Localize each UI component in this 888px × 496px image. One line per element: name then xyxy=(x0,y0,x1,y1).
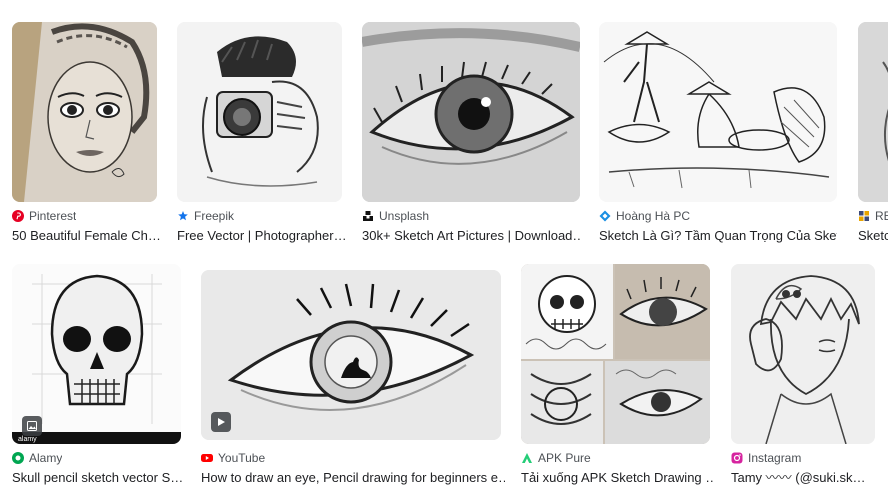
result-title[interactable]: Tamy 〰〰 (@suki.sk… xyxy=(731,470,866,485)
youtube-icon xyxy=(201,452,213,464)
result-source[interactable]: RE xyxy=(858,208,888,224)
result-title[interactable]: 50 Beautiful Female Ch… xyxy=(12,228,160,243)
result-thumbnail[interactable] xyxy=(858,22,888,202)
result-card-youtube[interactable]: YouTube How to draw an eye, Pencil drawi… xyxy=(197,264,509,490)
alamy-icon xyxy=(12,452,24,464)
result-card-hoangha[interactable]: Hoàng Hà PC Sketch Là Gì? Tầm Quan Trọng… xyxy=(595,22,841,248)
sketch-collage-illustration xyxy=(521,264,710,444)
generic-site-icon xyxy=(858,210,870,222)
result-title[interactable]: Sketc xyxy=(858,228,888,243)
eye-sketch-illustration xyxy=(362,22,580,202)
result-source[interactable]: Instagram xyxy=(731,450,801,466)
result-thumbnail[interactable] xyxy=(521,264,710,444)
play-badge[interactable] xyxy=(211,412,231,432)
result-source[interactable]: APK Pure xyxy=(521,450,591,466)
freepik-icon xyxy=(177,210,189,222)
result-card-pinterest[interactable]: Pinterest 50 Beautiful Female Ch… xyxy=(8,22,160,248)
female-sketch-illustration xyxy=(12,22,157,202)
result-title[interactable]: Sketch Là Gì? Tầm Quan Trọng Của Sket… xyxy=(599,228,837,243)
image-icon xyxy=(27,421,37,431)
hoangha-icon xyxy=(599,210,611,222)
unsplash-icon xyxy=(362,210,374,222)
result-title[interactable]: 30k+ Sketch Art Pictures | Download… xyxy=(362,228,582,243)
result-thumbnail[interactable] xyxy=(12,22,157,202)
image-badge xyxy=(22,416,42,436)
result-source[interactable]: Pinterest xyxy=(12,208,76,224)
result-thumbnail[interactable]: alamy xyxy=(12,264,181,444)
eye-with-figure-sketch-illustration xyxy=(201,270,501,440)
play-icon xyxy=(218,418,225,426)
instagram-icon xyxy=(731,452,743,464)
result-source[interactable]: Hoàng Hà PC xyxy=(599,208,690,224)
result-source[interactable]: Unsplash xyxy=(362,208,429,224)
pinterest-icon xyxy=(12,210,24,222)
skull-sketch-illustration: alamy xyxy=(12,264,181,444)
portrait-sketch-illustration xyxy=(858,22,888,202)
alamy-watermark: alamy xyxy=(18,436,37,443)
result-title[interactable]: Skull pencil sketch vector S… xyxy=(12,470,184,485)
result-card-freepik[interactable]: Freepik Free Vector | Photographer… xyxy=(173,22,348,248)
result-title[interactable]: How to draw an eye, Pencil drawing for b… xyxy=(201,470,505,485)
photographer-sketch-illustration xyxy=(177,22,342,202)
result-title[interactable]: Tải xuống APK Sketch Drawing … xyxy=(521,470,713,485)
result-thumbnail[interactable] xyxy=(177,22,342,202)
result-title[interactable]: Free Vector | Photographer… xyxy=(177,228,345,243)
result-source[interactable]: Alamy xyxy=(12,450,62,466)
result-card-apkpure[interactable]: APK Pure Tải xuống APK Sketch Drawing … xyxy=(517,264,717,490)
result-card-partial[interactable]: RE Sketc xyxy=(854,22,888,248)
anime-boy-sketch-illustration xyxy=(731,264,875,444)
result-card-alamy[interactable]: alamy Alamy Skull pencil sketch vector S… xyxy=(8,264,188,490)
result-thumbnail[interactable] xyxy=(201,270,501,440)
result-card-instagram[interactable]: Instagram Tamy 〰〰 (@suki.sk… xyxy=(727,264,888,490)
result-thumbnail[interactable] xyxy=(599,22,837,202)
result-card-unsplash[interactable]: Unsplash 30k+ Sketch Art Pictures | Down… xyxy=(358,22,584,248)
apkpure-icon xyxy=(521,452,533,464)
result-thumbnail[interactable] xyxy=(731,264,875,444)
market-vendors-sketch-illustration xyxy=(599,22,837,202)
result-source[interactable]: YouTube xyxy=(201,450,265,466)
result-thumbnail[interactable] xyxy=(362,22,580,202)
result-source[interactable]: Freepik xyxy=(177,208,234,224)
